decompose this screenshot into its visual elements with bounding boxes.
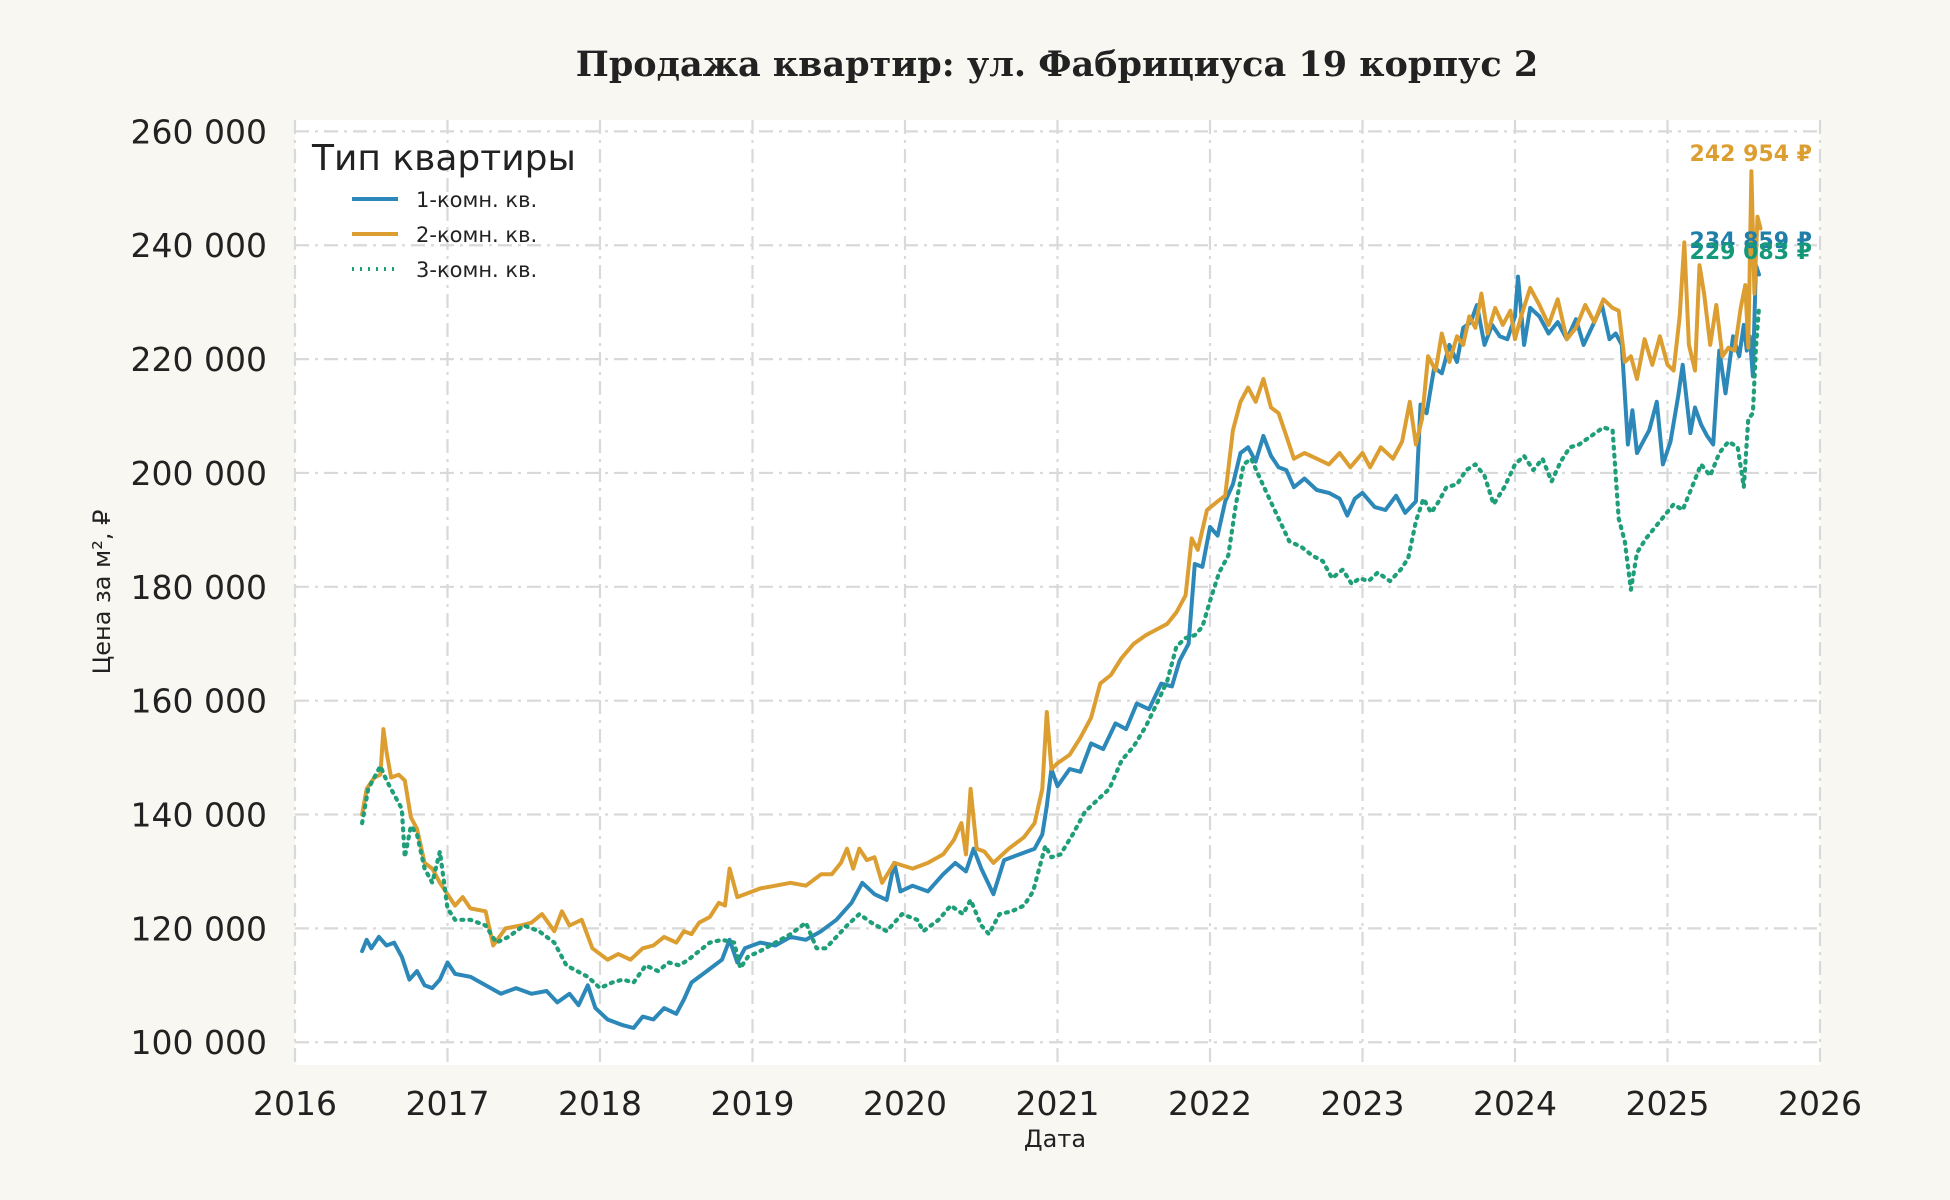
y-tick-label: 140 000: [131, 796, 267, 835]
grid: [293, 120, 1822, 1065]
x-tick-label: 2018: [558, 1084, 642, 1123]
x-tick-label: 2017: [406, 1084, 490, 1123]
y-tick-label: 220 000: [131, 340, 267, 379]
legend: Тип квартиры 1-комн. кв. 2-комн. кв. 3-ком…: [311, 138, 576, 282]
x-tick-label: 2022: [1168, 1084, 1252, 1123]
y-axis-label: Цена за м², ₽: [88, 510, 116, 675]
end-value-label-1: 234 859 ₽: [1690, 229, 1812, 254]
x-tick-label: 2023: [1321, 1084, 1405, 1123]
x-tick-label: 2026: [1778, 1084, 1862, 1123]
legend-title: Тип квартиры: [311, 138, 576, 179]
y-tick-label: 260 000: [131, 112, 267, 151]
legend-label-2: 2-комн. кв.: [416, 223, 537, 247]
x-tick-label: 2019: [711, 1084, 795, 1123]
x-tick-label: 2016: [253, 1084, 337, 1123]
y-tick-label: 240 000: [131, 226, 267, 265]
axis-ticks: 2016 2017 2018 2019 2020 2021 2022 2023 2024 2025…: [131, 112, 1862, 1123]
series-lines: [360, 169, 1763, 1030]
end-value-label-2: 242 954 ₽: [1690, 142, 1812, 167]
y-tick-label: 180 000: [131, 568, 267, 607]
legend-label-1: 1-комн. кв.: [416, 188, 537, 212]
y-tick-label: 160 000: [131, 682, 267, 721]
y-tick-label: 200 000: [131, 454, 267, 493]
series-line-2: [360, 169, 1763, 962]
end-value-label-3: 229 083 ₽: [1690, 240, 1812, 265]
y-tick-label: 120 000: [131, 909, 267, 948]
x-axis-label: Дата: [1024, 1125, 1086, 1153]
end-labels: 242 954 ₽ 234 859 ₽229 083 ₽: [1690, 142, 1812, 265]
series-line-1: [360, 263, 1761, 1030]
x-tick-label: 2021: [1016, 1084, 1100, 1123]
legend-label-3: 3-комн. кв.: [416, 258, 537, 282]
x-tick-label: 2020: [863, 1084, 947, 1123]
x-tick-label: 2024: [1473, 1084, 1557, 1123]
y-tick-label: 100 000: [131, 1023, 267, 1062]
series-line-3: [360, 305, 1762, 991]
x-tick-label: 2025: [1626, 1084, 1710, 1123]
chart-title: Продажа квартир: ул. Фабрициуса 19 корпу…: [576, 44, 1538, 85]
